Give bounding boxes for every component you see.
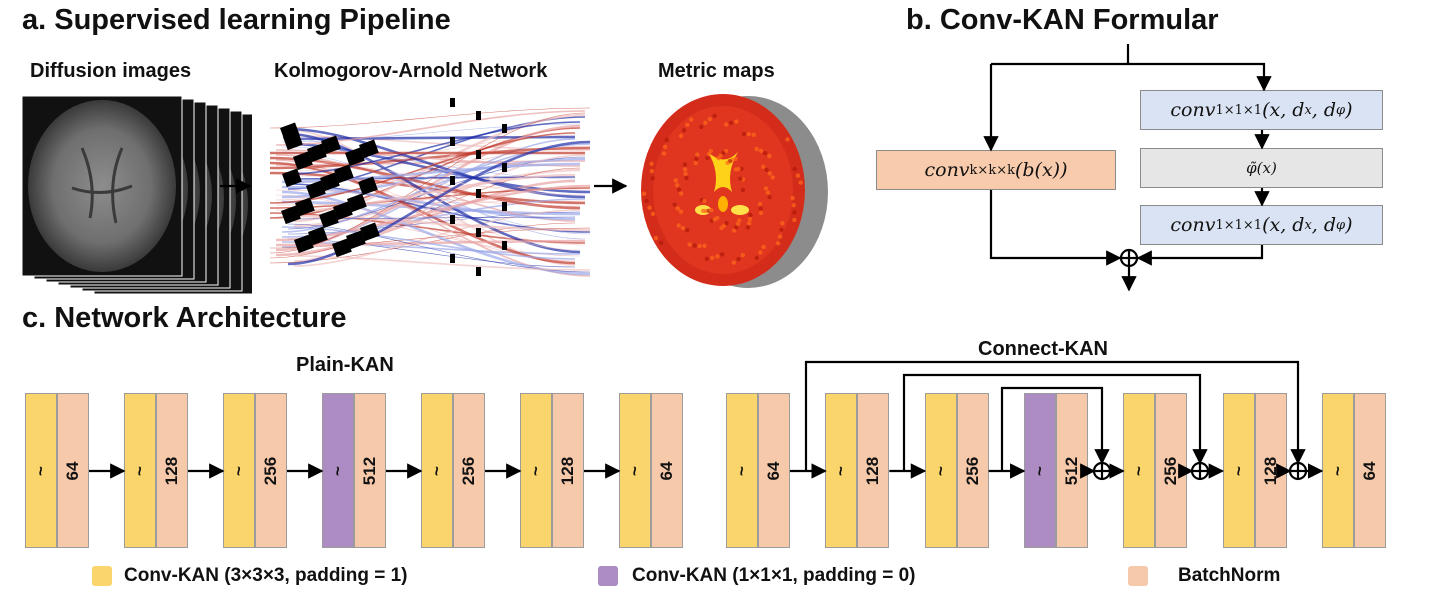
plain-batchnorm-block-4 [354, 393, 386, 548]
metric-maps-label: Metric maps [658, 60, 775, 82]
connect-conv-block-1 [726, 393, 758, 548]
connect-conv-block-3 [924, 393, 957, 548]
plain-conv-block-6 [520, 393, 552, 548]
plain-conv-block-1 [25, 393, 57, 548]
plain-batchnorm-block-7 [651, 393, 683, 548]
metric-map-image [641, 94, 828, 288]
plain-conv-block-7 [619, 393, 651, 548]
conv-111-top-text: conv [1170, 99, 1216, 121]
plain-batchnorm-block-3 [255, 393, 287, 548]
kan-network-image [269, 98, 591, 277]
connect-kan-label: Connect-KAN [978, 338, 1108, 360]
plain-batchnorm-block-5 [453, 393, 485, 548]
connect-conv-block-5 [1123, 393, 1156, 548]
connect-conv-block-2 [825, 393, 858, 548]
plain-conv-block-3 [223, 393, 255, 548]
conv-kkk-arg: (b(x)) [1014, 159, 1068, 181]
plain-batchnorm-block-2 [156, 393, 188, 548]
legend-bn-label: BatchNorm [1178, 565, 1281, 586]
legend-conv3-swatch [92, 566, 112, 586]
conv-111-bottom-subscript: 1×1×1 [1215, 217, 1263, 233]
legend-conv3-label: Conv-KAN (3×3×3, padding = 1) [124, 565, 408, 586]
connect-batchnorm-block-1 [758, 393, 790, 548]
kan-network-label: Kolmogorov-Arnold Network [274, 60, 548, 82]
plain-batchnorm-block-1 [57, 393, 89, 548]
connect-batchnorm-block-3 [956, 393, 989, 548]
plain-kan-label: Plain-KAN [296, 354, 394, 376]
panel-a-title: a. Supervised learning Pipeline [22, 4, 451, 36]
panel-b-title: b. Conv-KAN Formular [906, 4, 1219, 36]
plain-batchnorm-block-6 [552, 393, 584, 548]
connect-batchnorm-block-2 [857, 393, 890, 548]
plain-conv-block-2 [124, 393, 156, 548]
legend-bn-swatch [1128, 566, 1148, 586]
connect-batchnorm-block-7 [1353, 393, 1386, 548]
diffusion-images-label: Diffusion images [30, 60, 192, 82]
phi-text: φ̃(x) [1246, 159, 1277, 177]
legend-conv1-swatch [598, 566, 618, 586]
conv-111-bottom-text: conv [1170, 214, 1216, 236]
diffusion-images-stack [21, 95, 252, 295]
conv-111-bottom-arg: (x, d [1262, 214, 1305, 236]
legend-conv1-label: Conv-KAN (1×1×1, padding = 0) [632, 565, 916, 586]
phi-box: φ̃(x) [1140, 148, 1383, 188]
conv-kkk-box: conv k×k×k (b(x)) [876, 150, 1116, 190]
conv-kkk-text: conv [924, 159, 970, 181]
panel-c-title: c. Network Architecture [22, 302, 347, 334]
conv-111-top-arg: (x, d [1262, 99, 1305, 121]
conv-111-top-subscript: 1×1×1 [1215, 102, 1263, 118]
connect-conv-block-4 [1023, 393, 1056, 548]
conv-kkk-subscript: k×k×k [969, 162, 1015, 178]
